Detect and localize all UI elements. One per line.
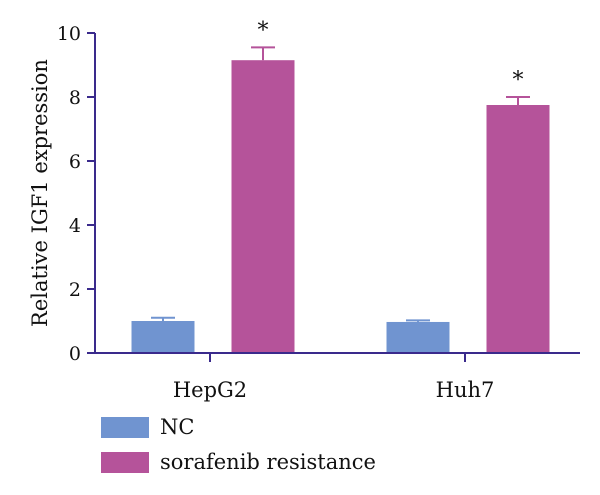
y-tick-label: 6 bbox=[69, 151, 81, 173]
significance-marker: * bbox=[513, 68, 524, 93]
bar bbox=[486, 105, 550, 353]
legend: NC sorafenib resistance bbox=[101, 415, 376, 474]
bars-layer bbox=[131, 46, 550, 353]
x-tick-label: Huh7 bbox=[436, 378, 495, 402]
significance-marker: * bbox=[258, 18, 269, 43]
legend-swatch bbox=[101, 452, 149, 473]
bar bbox=[131, 321, 195, 353]
legend-label: NC bbox=[160, 415, 194, 439]
legend-swatch bbox=[101, 417, 149, 438]
bar bbox=[231, 60, 295, 353]
y-tick-label: 4 bbox=[69, 215, 81, 237]
y-tick-label: 2 bbox=[69, 279, 81, 301]
y-tick-label: 0 bbox=[69, 343, 81, 365]
bar bbox=[386, 321, 450, 353]
x-tick-label: HepG2 bbox=[173, 378, 247, 402]
axes-layer: * * 0 2 4 6 8 10 HepG2 Huh7 bbox=[57, 18, 580, 402]
y-tick-label: 8 bbox=[69, 87, 81, 109]
y-axis-label: Relative IGF1 expression bbox=[28, 59, 52, 327]
legend-label: sorafenib resistance bbox=[160, 450, 376, 474]
y-tick-label: 10 bbox=[57, 23, 81, 45]
